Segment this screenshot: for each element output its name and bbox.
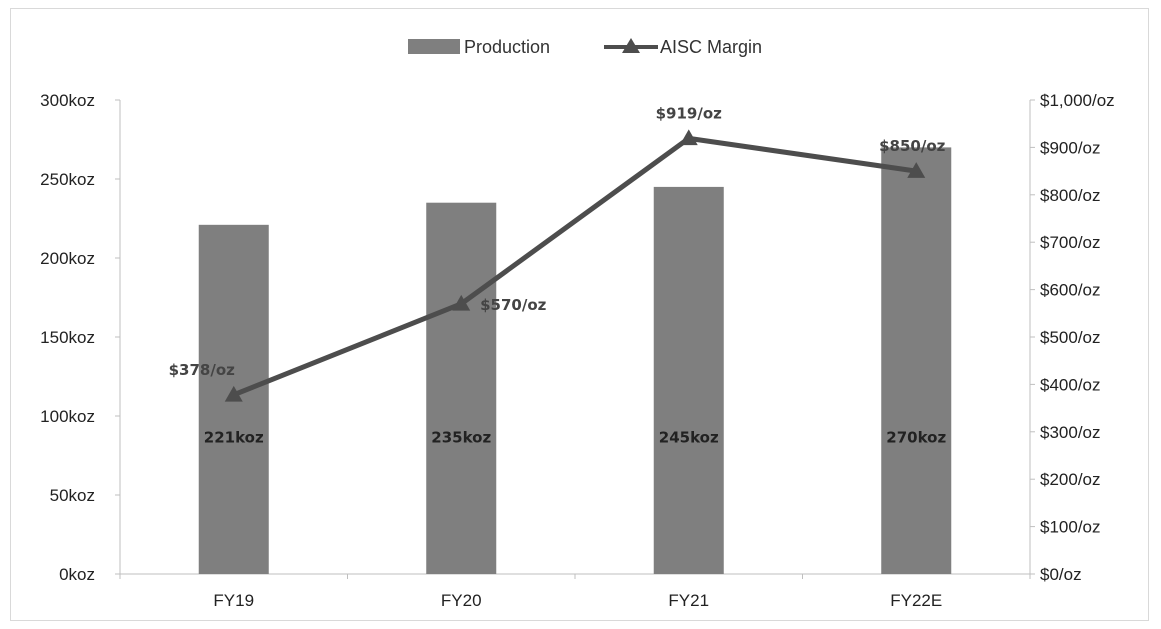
aisc-margin-label: $378/oz xyxy=(169,361,236,379)
data-labels: 221koz 235koz 245koz 270koz $378/oz $570/oz $9… xyxy=(169,104,947,446)
x-category-label: FY19 xyxy=(213,591,254,610)
left-tick-label: 250koz xyxy=(40,170,95,189)
right-tick-label: $0/oz xyxy=(1040,565,1082,584)
production-bar-label: 221koz xyxy=(204,429,264,447)
x-category-label: FY21 xyxy=(668,591,709,610)
left-tick-label: 0koz xyxy=(59,565,95,584)
aisc-margin-marker xyxy=(224,385,243,402)
right-tick-label: $100/oz xyxy=(1040,518,1101,537)
left-tick-label: 50koz xyxy=(50,486,95,505)
left-tick-label: 200koz xyxy=(40,249,95,268)
axes: 0koz 50koz 100koz 150koz 200koz 250koz 300koz $… xyxy=(40,91,1115,610)
right-tick-label: $400/oz xyxy=(1040,375,1101,394)
aisc-margin-marker xyxy=(452,294,471,311)
production-bar-label: 270koz xyxy=(886,429,946,447)
aisc-margin-line xyxy=(232,135,917,398)
aisc-margin-label: $919/oz xyxy=(656,104,723,122)
line-series xyxy=(224,129,926,402)
left-tick-label: 100koz xyxy=(40,407,95,426)
aisc-margin-marker xyxy=(907,162,926,178)
aisc-margin-label: $570/oz xyxy=(480,296,547,314)
right-tick-label: $600/oz xyxy=(1040,281,1101,300)
right-tick-label: $800/oz xyxy=(1040,186,1101,205)
production-bar-label: 245koz xyxy=(659,429,719,447)
production-bar-label: 235koz xyxy=(431,429,491,447)
x-category-label: FY20 xyxy=(441,591,482,610)
legend-aisc-label: AISC Margin xyxy=(660,37,762,57)
legend-production-label: Production xyxy=(464,37,550,57)
left-tick-label: 150koz xyxy=(40,328,95,347)
aisc-margin-marker xyxy=(679,129,698,146)
production-bar xyxy=(426,202,497,574)
legend-aisc-marker xyxy=(622,38,640,53)
left-tick-label: 300koz xyxy=(40,91,95,110)
right-tick-label: $300/oz xyxy=(1040,423,1101,442)
right-tick-label: $500/oz xyxy=(1040,328,1101,347)
right-tick-label: $900/oz xyxy=(1040,138,1101,157)
production-bar xyxy=(653,186,724,574)
right-tick-label: $1,000/oz xyxy=(1040,91,1115,110)
right-tick-label: $700/oz xyxy=(1040,233,1101,252)
right-tick-label: $200/oz xyxy=(1040,470,1101,489)
legend: Production AISC Margin xyxy=(408,37,762,57)
production-bar xyxy=(881,147,952,574)
aisc-margin-label: $850/oz xyxy=(879,137,946,155)
chart-border xyxy=(10,8,1149,621)
legend-production-swatch xyxy=(408,39,460,54)
x-category-label: FY22E xyxy=(890,591,942,610)
